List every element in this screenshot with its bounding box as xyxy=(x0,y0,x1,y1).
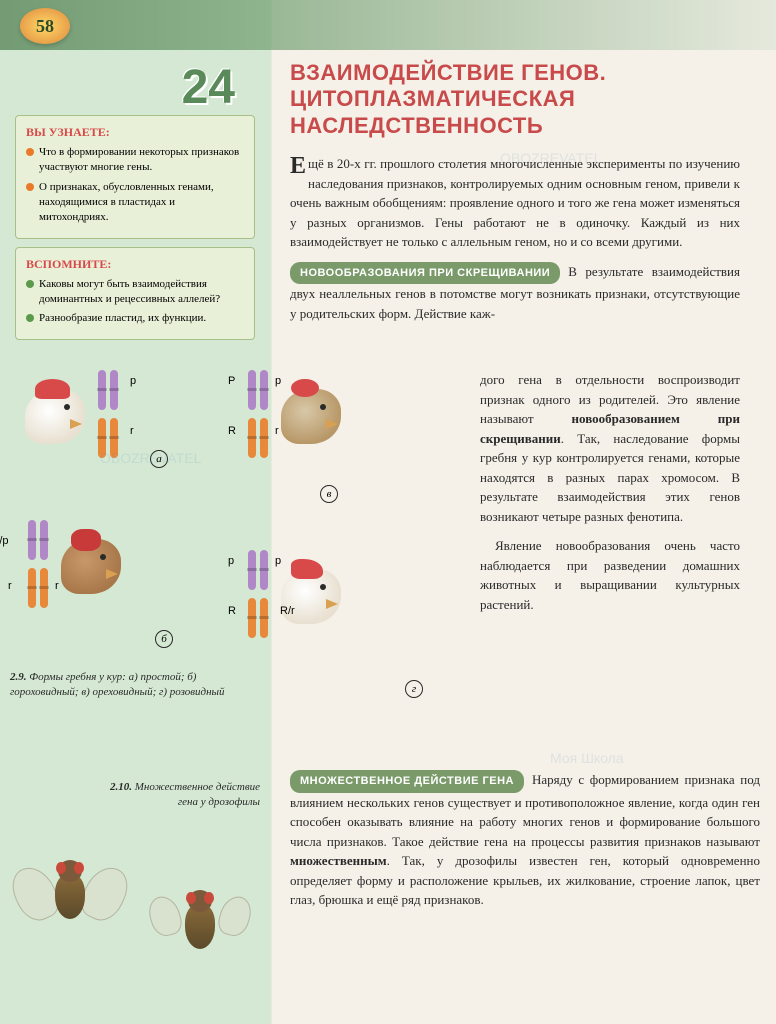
allele-label: P xyxy=(228,375,235,387)
learn-item: О признаках, обусловленных генами, наход… xyxy=(26,180,244,226)
caption-29-num: 2.9. xyxy=(10,671,27,683)
intro-text: щё в 20-х гг. прошлого столетия многочис… xyxy=(290,156,740,249)
allele-label: R/r xyxy=(280,605,295,617)
learn-item-text: Что в формировании некоторых признаков у… xyxy=(39,145,244,176)
remember-box: ВСПОМНИТЕ: Каковы могут быть взаимодейст… xyxy=(15,247,255,340)
main-title: ВЗАИМОДЕЙСТВИЕ ГЕНОВ. ЦИТОПЛАЗМАТИЧЕСКАЯ… xyxy=(290,60,740,139)
page-number: 58 xyxy=(36,16,54,37)
chicken-head-icon xyxy=(56,529,126,599)
allele-label: r xyxy=(130,425,134,437)
intro-paragraph: Ещё в 20-х гг. прошлого столетия многочи… xyxy=(290,154,740,252)
allele-label: p xyxy=(228,555,234,567)
allele-label: r xyxy=(55,580,59,592)
allele-label: p xyxy=(275,375,281,387)
chicken-head-icon xyxy=(276,379,346,449)
caption-210-num: 2.10. xyxy=(110,781,132,793)
remember-item: Каковы могут быть взаимодействия доминан… xyxy=(26,277,244,308)
dropcap: Е xyxy=(290,154,306,178)
left-column: 24 ВЫ УЗНАЕТЕ: Что в формировании некото… xyxy=(0,50,270,358)
fly-diagram: 2.10. Множественное действие гена у дроз… xyxy=(10,820,270,1010)
caption-29: 2.9. Формы гребня у кур: а) простой; б) … xyxy=(10,670,240,701)
chicken-label-g: г xyxy=(405,680,423,698)
learn-item-text: О признаках, обусловленных генами, наход… xyxy=(39,180,244,226)
section1-text-cont: дого гена в отдельности воспроизводит пр… xyxy=(480,370,740,526)
chromosomes-g xyxy=(240,550,276,638)
caption-210-text: Множественное действие гена у дрозофилы xyxy=(135,781,260,808)
section1-text2: Явление новообразования очень часто набл… xyxy=(480,536,740,614)
chicken-v: P p R r xyxy=(240,370,346,458)
allele-label: p xyxy=(275,555,281,567)
section2-header: МНОЖЕСТВЕННОЕ ДЕЙСТВИЕ ГЕНА xyxy=(290,770,524,793)
chicken-a: p r xyxy=(20,370,126,458)
section1-header: НОВООБРАЗОВАНИЯ ПРИ СКРЕЩИВАНИИ xyxy=(290,262,560,285)
bullet-icon xyxy=(26,183,34,191)
section1-continuation: дого гена в отдельности воспроизводит пр… xyxy=(480,370,760,624)
bullet-icon xyxy=(26,314,34,322)
allele-label: r xyxy=(275,425,279,437)
chicken-label-v: в xyxy=(320,485,338,503)
chicken-label-b: б xyxy=(155,630,173,648)
section-number: 24 xyxy=(15,60,235,115)
right-column: ВЗАИМОДЕЙСТВИЕ ГЕНОВ. ЦИТОПЛАЗМАТИЧЕСКАЯ… xyxy=(280,50,760,343)
watermark: Моя Школа xyxy=(550,750,624,766)
bullet-icon xyxy=(26,148,34,156)
chromosomes-b xyxy=(20,520,56,608)
section1-start: НОВООБРАЗОВАНИЯ ПРИ СКРЕЩИВАНИИВ результ… xyxy=(290,262,740,324)
top-banner xyxy=(0,0,776,50)
chicken-head-icon xyxy=(20,379,90,449)
remember-box-title: ВСПОМНИТЕ: xyxy=(26,256,244,273)
chicken-b: P/p r r xyxy=(20,520,126,608)
chicken-head-icon xyxy=(276,559,346,629)
caption-210: 2.10. Множественное действие гена у дроз… xyxy=(90,780,260,811)
allele-label: R xyxy=(228,425,236,437)
learn-item: Что в формировании некоторых признаков у… xyxy=(26,145,244,176)
chicken-label-a: а xyxy=(150,450,168,468)
remember-item-text: Каковы могут быть взаимодействия доминан… xyxy=(39,277,244,308)
section2: МНОЖЕСТВЕННОЕ ДЕЙСТВИЕ ГЕНАНаряду с форм… xyxy=(290,770,760,920)
section2-text: Наряду с формированием признака под влия… xyxy=(290,772,760,907)
chicken-g: p p R R/r xyxy=(240,550,346,638)
chromosomes-a xyxy=(90,370,126,458)
remember-item: Разнообразие пластид, их функции. xyxy=(26,311,244,326)
bullet-icon xyxy=(26,280,34,288)
learn-box: ВЫ УЗНАЕТЕ: Что в формировании некоторых… xyxy=(15,115,255,239)
caption-29-text: Формы гребня у кур: а) простой; б) горох… xyxy=(10,671,224,698)
chromosomes-v xyxy=(240,370,276,458)
learn-box-title: ВЫ УЗНАЕТЕ: xyxy=(26,124,244,141)
chicken-diagram: p r а P p R r в xyxy=(10,370,480,730)
page-number-badge: 58 xyxy=(20,8,70,44)
allele-label: r xyxy=(8,580,12,592)
remember-item-text: Разнообразие пластид, их функции. xyxy=(39,311,206,326)
allele-label: P/p xyxy=(0,535,9,547)
fly-icon xyxy=(150,880,250,960)
allele-label: p xyxy=(130,375,136,387)
allele-label: R xyxy=(228,605,236,617)
fly-icon xyxy=(20,850,120,930)
